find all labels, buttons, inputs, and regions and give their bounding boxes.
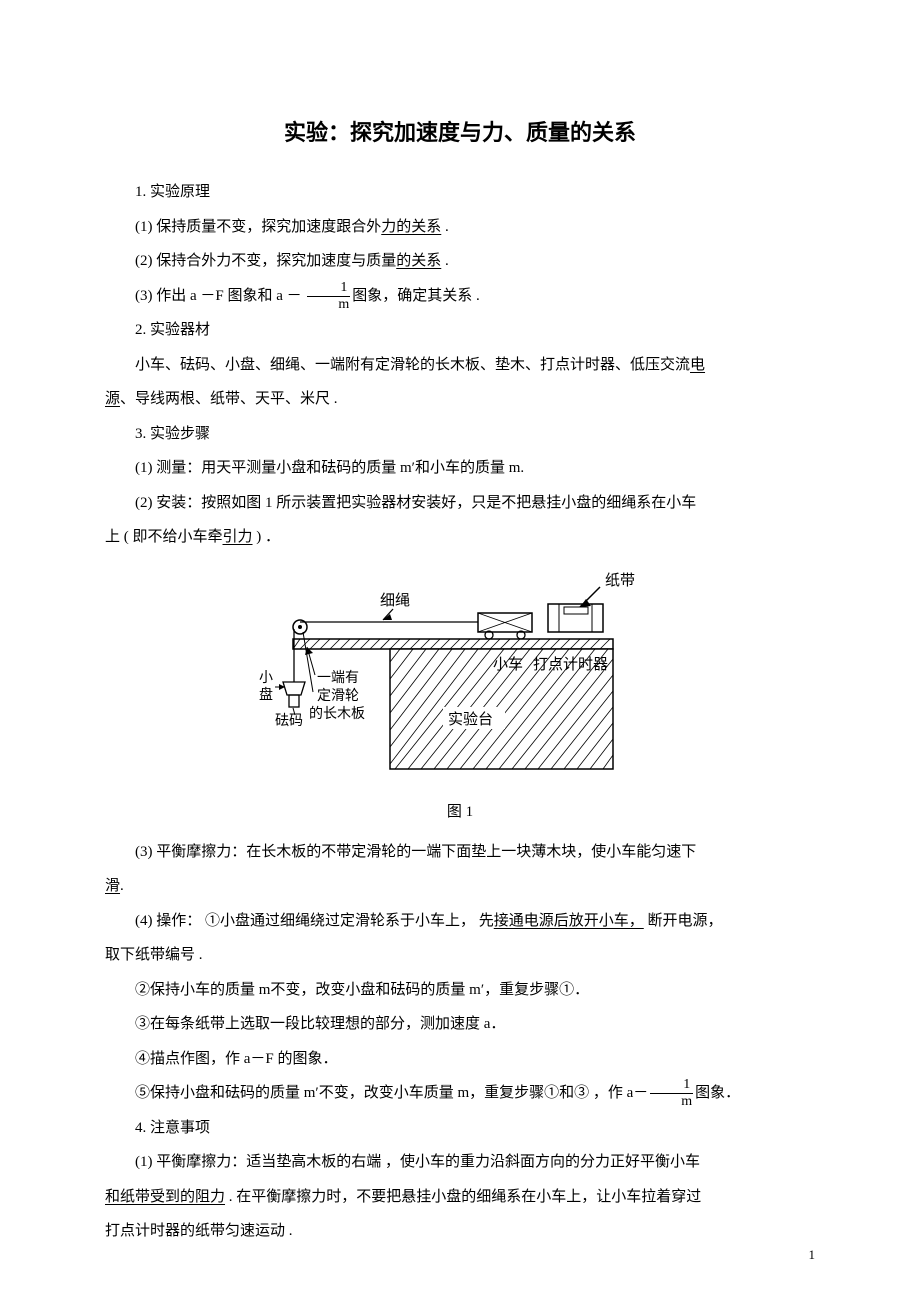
label-pan2: 盘 bbox=[259, 686, 273, 703]
fraction-1-over-m: 1m bbox=[650, 1078, 693, 1109]
sec1-item3: (3) 作出 a －F 图象和 a － 1m图象，确定其关系 . bbox=[105, 279, 815, 314]
fraction-1-over-m: 1m bbox=[307, 281, 350, 312]
text: (3) 作出 a －F 图象和 a － bbox=[135, 288, 305, 304]
label-table: 实验台 bbox=[448, 711, 493, 728]
text: ⑤保持小盘和砝码的质量 m′不变，改变小车质量 m，重复步骤①和③ ，作 a－ bbox=[135, 1085, 648, 1101]
text: (3) 平衡摩擦力：在长木板的不带定滑轮的一端下面垫上一块薄木块，使小车能匀速下 bbox=[135, 844, 696, 860]
text: . 在平衡摩擦力时，不要把悬挂小盘的细绳系在小车上，让小车拉着穿过 bbox=[225, 1189, 701, 1205]
sec3-sub5: ⑤保持小盘和砝码的质量 m′不变，改变小车质量 m，重复步骤①和③ ，作 a－1… bbox=[105, 1076, 815, 1111]
text: . bbox=[441, 253, 449, 269]
underline-text: 和纸带受到的阻力 bbox=[105, 1189, 225, 1205]
sec4-heading: 4. 注意事项 bbox=[105, 1111, 815, 1146]
sec1-heading: 1. 实验原理 bbox=[105, 175, 815, 210]
underline-text: 滑 bbox=[105, 878, 120, 894]
underline-text: 源 bbox=[105, 391, 120, 407]
page-title: 实验：探究加速度与力、质量的关系 bbox=[105, 115, 815, 147]
text: 、导线两根、纸带、天平、米尺 . bbox=[120, 391, 338, 407]
underline-text: 的关系 bbox=[396, 253, 441, 269]
text: (2) 保持合外力不变，探究加速度与质量 bbox=[135, 253, 396, 269]
diagram-caption: 图 1 bbox=[105, 800, 815, 821]
label-rope: 细绳 bbox=[380, 592, 410, 609]
text: (1) 保持质量不变，探究加速度跟合外 bbox=[135, 219, 381, 235]
sec4-item1-line3: 打点计时器的纸带匀速运动 . bbox=[105, 1214, 815, 1249]
label-timer: 打点计时器 bbox=[533, 656, 608, 673]
sec3-item3-line1: (3) 平衡摩擦力：在长木板的不带定滑轮的一端下面垫上一块薄木块，使小车能匀速下 bbox=[105, 835, 815, 870]
label-pan1: 小 bbox=[259, 670, 273, 686]
underline-text: 电 bbox=[690, 357, 705, 373]
text: 断开电源， bbox=[644, 913, 723, 929]
sec1-item1: (1) 保持质量不变，探究加速度跟合外力的关系 . bbox=[105, 210, 815, 245]
label-pulley1: 一端有 bbox=[317, 670, 359, 686]
sec4-item1-line1: (1) 平衡摩擦力：适当垫高木板的右端 ，使小车的重力沿斜面方向的分力正好平衡小… bbox=[105, 1145, 815, 1180]
text: (4) 操作： ①小盘通过细绳绕过定滑轮系于小车上， 先 bbox=[135, 913, 494, 929]
sec3-item2-line2: 上 ( 即不给小车牵引力 ) ． bbox=[105, 520, 815, 555]
text: . bbox=[441, 219, 449, 235]
sec3-item1: (1) 测量：用天平测量小盘和砝码的质量 m′和小车的质量 m. bbox=[105, 451, 815, 486]
label-pulley3: 的长木板 bbox=[309, 706, 365, 722]
text: 图象． bbox=[695, 1085, 740, 1101]
sec3-item2-line1: (2) 安装：按照如图 1 所示装置把实验器材安装好，只是不把悬挂小盘的细绳系在… bbox=[105, 486, 815, 521]
text: 小车、砝码、小盘、细绳、一端附有定滑轮的长木板、垫木、打点计时器、低压交流 bbox=[135, 357, 690, 373]
underline-text: 接通电源后放开小车， bbox=[494, 913, 644, 929]
sec3-item4-line1: (4) 操作： ①小盘通过细绳绕过定滑轮系于小车上， 先接通电源后放开小车， 断… bbox=[105, 904, 815, 939]
text: ) ． bbox=[253, 529, 281, 545]
sec2-body-line2: 源、导线两根、纸带、天平、米尺 . bbox=[105, 382, 815, 417]
sec3-sub3: ③在每条纸带上选取一段比较理想的部分，测加速度 a． bbox=[105, 1007, 815, 1042]
experiment-diagram: 纸带 细绳 bbox=[105, 567, 815, 792]
page-number: 1 bbox=[809, 1247, 816, 1263]
text: 上 ( 即不给小车牵 bbox=[105, 529, 223, 545]
label-pulley2: 定滑轮 bbox=[317, 687, 359, 704]
label-car: 小车 bbox=[493, 656, 523, 673]
underline-text: 力的关系 bbox=[381, 219, 441, 235]
text: 图象，确定其关系 . bbox=[352, 288, 480, 304]
label-tape: 纸带 bbox=[605, 572, 635, 589]
sec1-item2: (2) 保持合外力不变，探究加速度与质量的关系 . bbox=[105, 244, 815, 279]
text: . bbox=[120, 878, 124, 894]
sec3-item4-line2: 取下纸带编号 . bbox=[105, 938, 815, 973]
sec3-sub4: ④描点作图，作 a－F 的图象． bbox=[105, 1042, 815, 1077]
label-weight: 砝码 bbox=[275, 713, 303, 729]
sec2-body-line1: 小车、砝码、小盘、细绳、一端附有定滑轮的长木板、垫木、打点计时器、低压交流电 bbox=[105, 348, 815, 383]
sec2-heading: 2. 实验器材 bbox=[105, 313, 815, 348]
sec3-item3-line2: 滑. bbox=[105, 869, 815, 904]
sec3-sub2: ②保持小车的质量 m不变，改变小盘和砝码的质量 m′，重复步骤①． bbox=[105, 973, 815, 1008]
sec3-heading: 3. 实验步骤 bbox=[105, 417, 815, 452]
sec4-item1-line2: 和纸带受到的阻力 . 在平衡摩擦力时，不要把悬挂小盘的细绳系在小车上，让小车拉着… bbox=[105, 1180, 815, 1215]
underline-text: 引力 bbox=[223, 529, 253, 545]
